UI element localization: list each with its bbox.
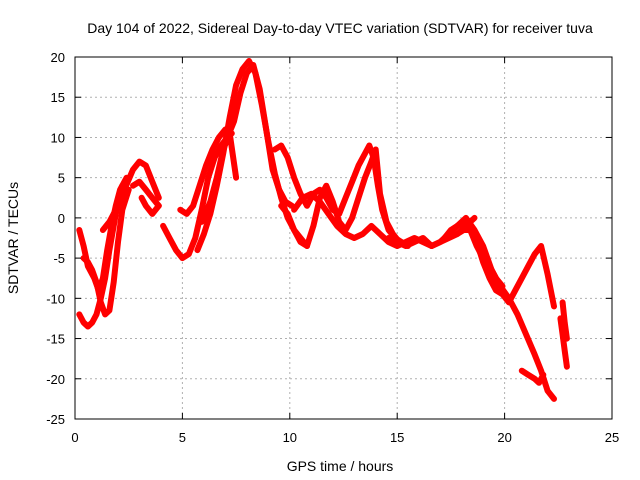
series-line-sat-j: [198, 130, 240, 225]
series-line-sat-e: [130, 178, 162, 209]
x-tick-label: 10: [283, 430, 297, 445]
y-tick-label: -5: [53, 251, 65, 266]
series-line-sat-l: [278, 146, 403, 249]
series-line-sat-d: [99, 158, 162, 233]
y-tick-label: 15: [51, 90, 65, 105]
x-tick-label: 0: [71, 430, 78, 445]
y-tick-label: -25: [46, 412, 65, 427]
plot-frame: [74, 56, 613, 420]
y-tick-label: 0: [58, 211, 65, 226]
y-tick-label: 20: [51, 50, 65, 65]
y-tick-labels: -25 -20 -15 -10 -5 0 5 10 15 20: [46, 50, 612, 427]
x-axis-label: GPS time / hours: [287, 458, 394, 474]
x-tick-label: 20: [497, 430, 511, 445]
y-axis-label: SDTVAR / TECUs: [5, 182, 21, 294]
x-tick-label: 25: [605, 430, 619, 445]
y-tick-label: 5: [58, 171, 65, 186]
y-tick-label: -20: [46, 372, 65, 387]
x-tick-label: 15: [390, 430, 404, 445]
series-line-sat-h: [177, 126, 235, 217]
series-line-sat-s: [559, 299, 570, 342]
x-tick-label: 5: [179, 430, 186, 445]
series-line-sat-r: [557, 315, 570, 370]
grid: [75, 57, 612, 419]
y-tick-label: 10: [51, 130, 65, 145]
series-line-sat-p: [454, 227, 506, 290]
x-tick-labels: 0 5 10 15 20 25: [71, 57, 619, 445]
y-tick-label: -10: [46, 291, 65, 306]
series-line-sat-f: [138, 194, 162, 217]
series-line-sat-q: [518, 367, 547, 386]
series-line-sat-n: [385, 214, 557, 402]
series-group: [76, 58, 570, 402]
series-line-sat-c: [80, 186, 132, 318]
series-line-sat-o: [441, 218, 557, 310]
chart-title: Day 104 of 2022, Sidereal Day-to-day VTE…: [87, 20, 593, 36]
y-tick-label: -15: [46, 332, 65, 347]
